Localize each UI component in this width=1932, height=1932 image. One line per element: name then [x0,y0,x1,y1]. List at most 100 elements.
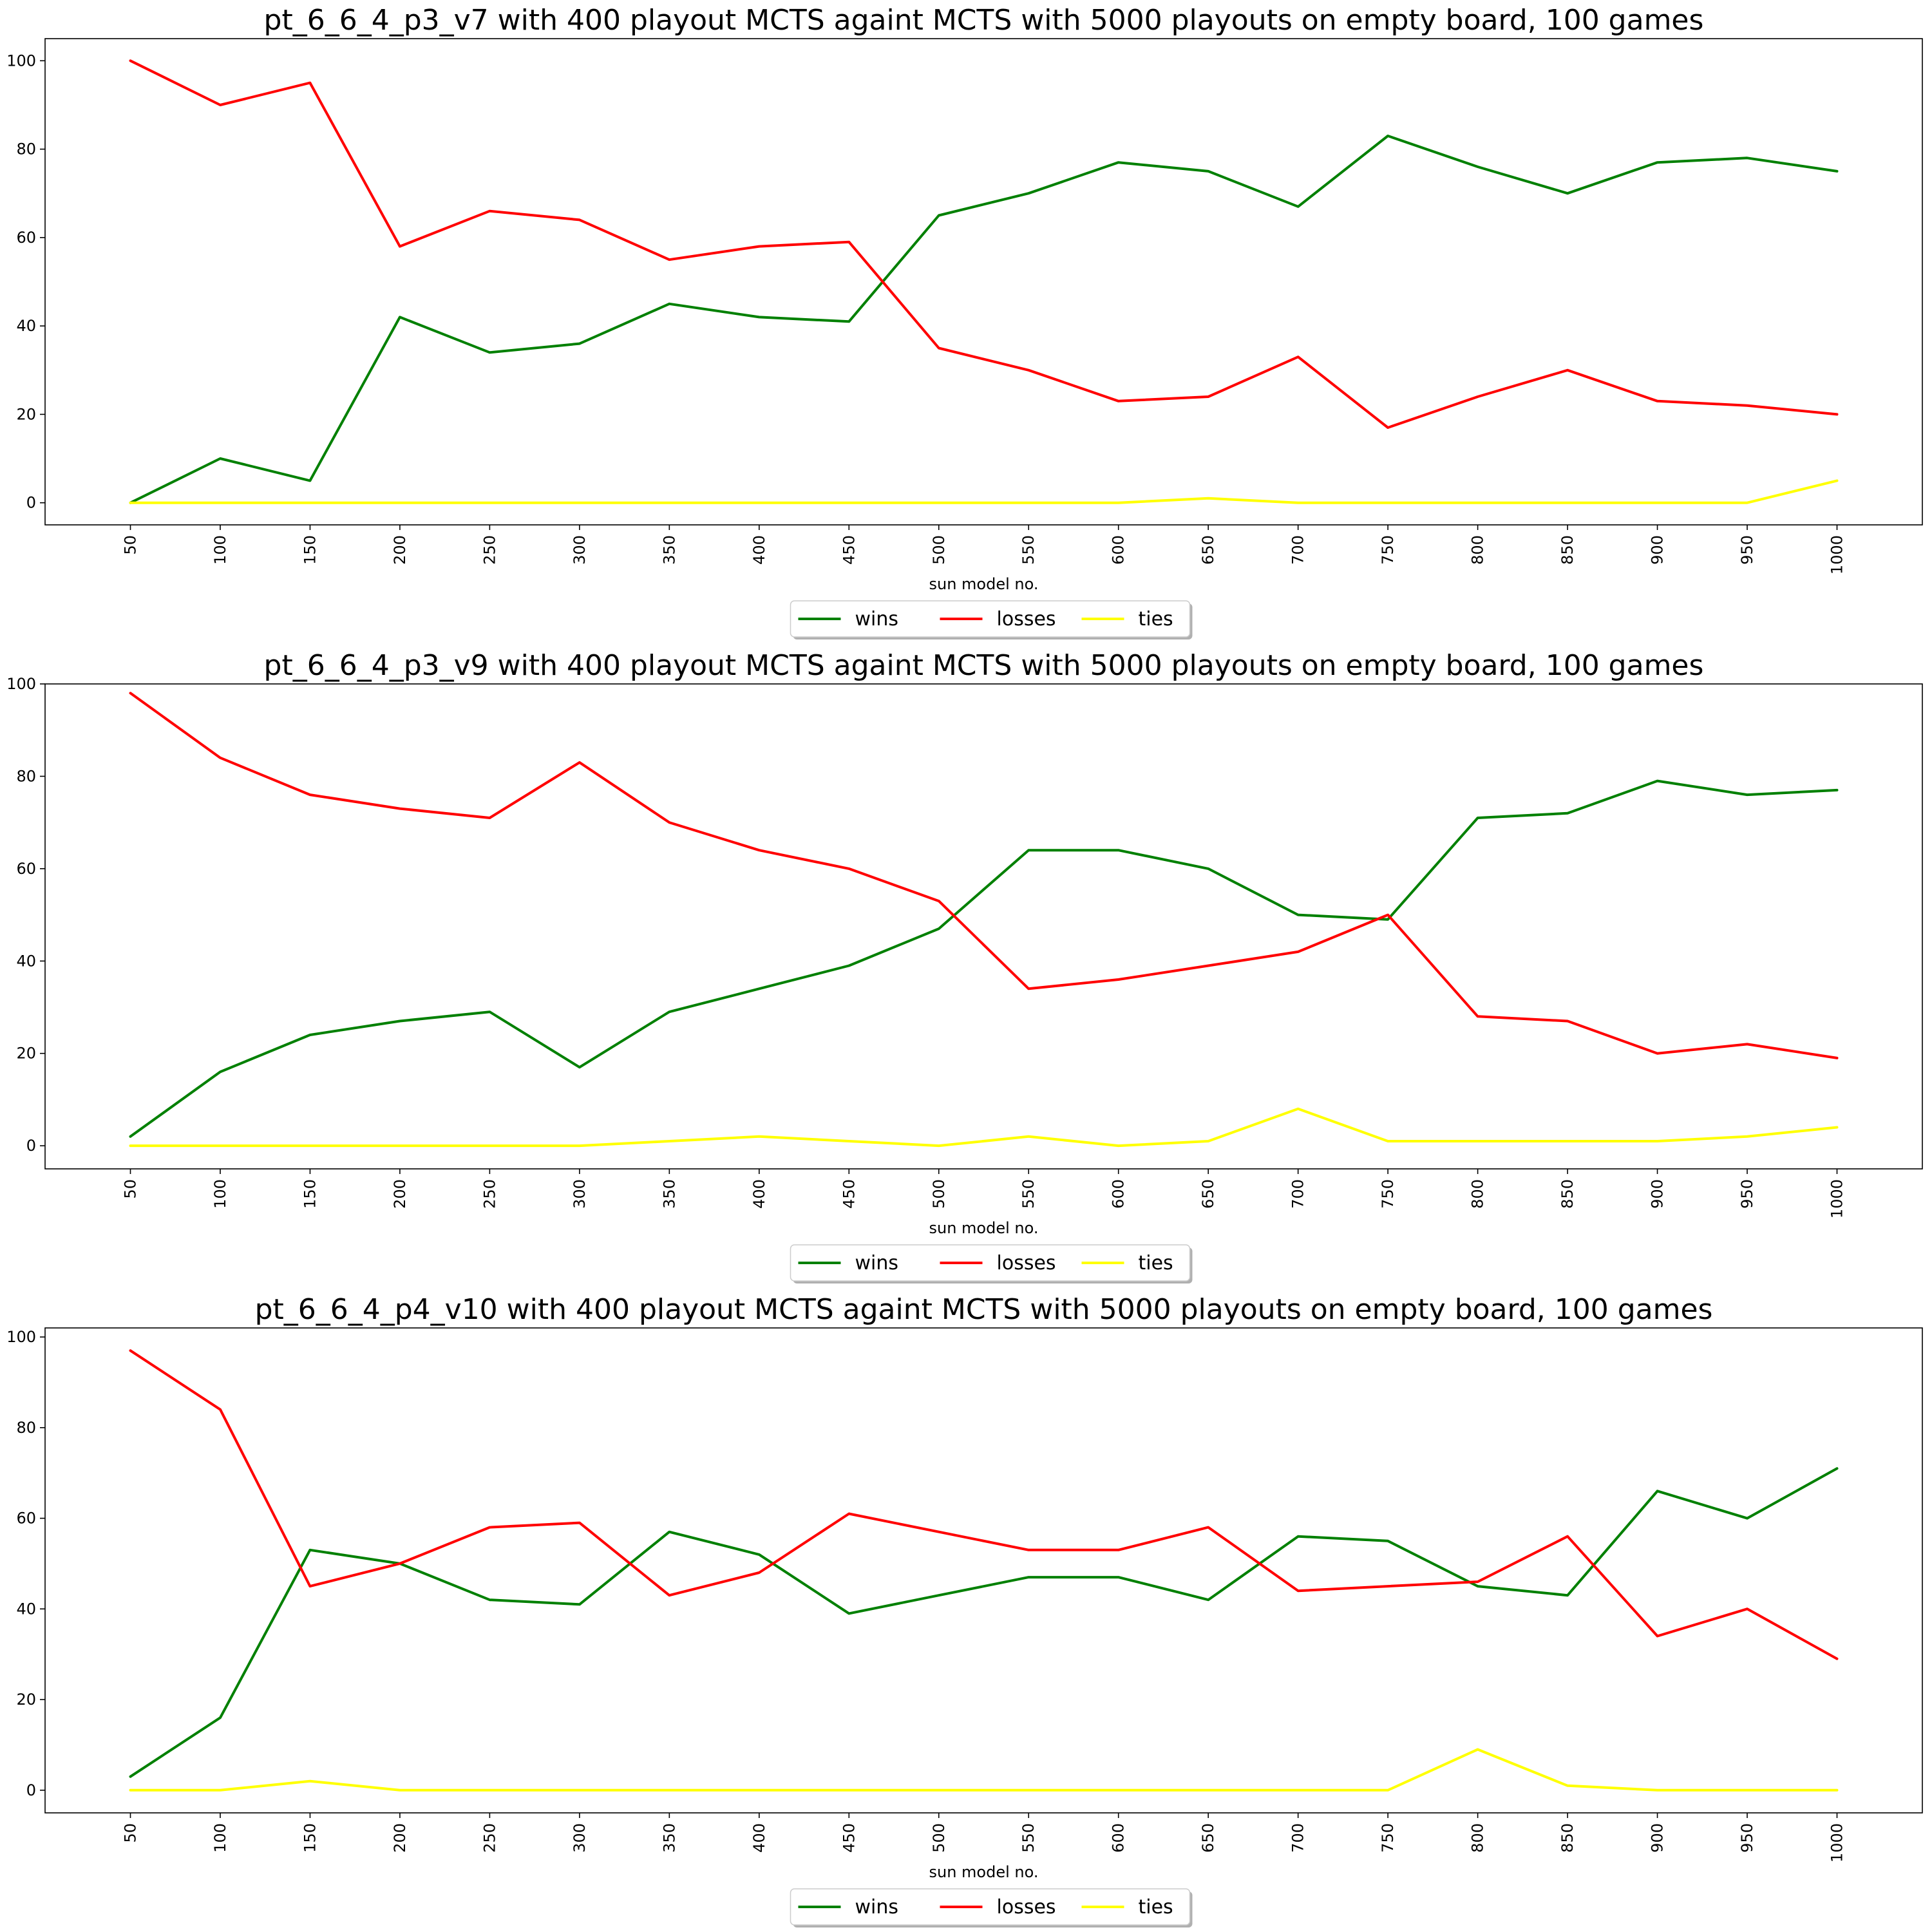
x-tick-label: 1000 [1828,535,1846,574]
legend-label-wins: wins [855,1896,899,1918]
x-tick-label: 150 [301,1179,319,1209]
series-line-wins [129,1467,1839,1778]
x-tick-label: 900 [1649,1823,1667,1853]
chart-title: pt_6_6_4_p3_v7 with 400 playout MCTS aga… [264,4,1704,37]
chart-2: pt_6_6_4_p3_v9 with 400 playout MCTS aga… [6,649,1923,1283]
x-tick-label: 1000 [1828,1823,1846,1862]
x-tick-label: 100 [211,1823,229,1853]
axes-frame [44,38,1923,526]
x-tick-label: 250 [480,535,498,565]
x-tick-label: 250 [480,1179,498,1209]
x-tick-label: 400 [750,535,768,565]
y-tick-label: 100 [6,675,36,693]
y-tick-label: 60 [16,1510,36,1528]
x-tick-label: 450 [840,535,858,565]
x-tick-label: 700 [1289,1179,1307,1209]
legend: wins losses ties [790,1244,1193,1283]
x-tick-label: 600 [1110,1823,1128,1853]
chart-title: pt_6_6_4_p4_v10 with 400 playout MCTS ag… [255,1293,1713,1326]
x-tick-label: 650 [1199,1823,1217,1853]
legend-label-wins: wins [855,1252,899,1274]
x-tick-label: 950 [1738,535,1756,565]
x-axis-label: sun model no. [929,575,1038,593]
x-tick-label: 500 [930,535,948,565]
x-tick-label: 1000 [1828,1179,1846,1218]
legend-label-wins: wins [855,608,899,630]
x-tick-label: 450 [840,1823,858,1853]
x-tick-label: 600 [1110,1179,1128,1209]
series-line-ties [129,1748,1839,1792]
y-tick-label: 20 [16,405,36,423]
x-tick-label: 350 [660,535,678,565]
x-tick-label: 400 [750,1179,768,1209]
axes-frame [44,1327,1923,1814]
y-tick-label: 20 [16,1045,36,1063]
x-tick-label: 250 [480,1823,498,1853]
y-tick-label: 40 [16,952,36,970]
series-line-wins [129,135,1839,504]
x-tick-label: 950 [1738,1823,1756,1853]
legend-label-ties: ties [1139,608,1173,630]
y-tick-label: 40 [16,1600,36,1618]
y-tick-label: 80 [16,1419,36,1437]
legend-label-losses: losses [997,1252,1056,1274]
legend-label-losses: losses [997,1896,1056,1918]
series-line-losses [129,59,1839,429]
x-tick-label: 50 [122,1179,140,1199]
x-tick-label: 350 [660,1823,678,1853]
x-axis-label: sun model no. [929,1863,1038,1881]
chart-title: pt_6_6_4_p3_v9 with 400 playout MCTS aga… [264,649,1704,682]
x-tick-label: 800 [1469,1823,1487,1853]
legend-box [790,1244,1191,1282]
x-tick-label: 200 [391,1823,409,1853]
y-tick-label: 80 [16,767,36,785]
series-line-ties [129,1107,1839,1148]
y-tick-label: 60 [16,860,36,878]
x-tick-label: 600 [1110,535,1128,565]
legend-box [790,600,1191,638]
chart-3: pt_6_6_4_p4_v10 with 400 playout MCTS ag… [6,1293,1923,1927]
legend-box [790,1888,1191,1926]
x-tick-label: 100 [211,535,229,565]
x-tick-label: 300 [571,1179,589,1209]
x-tick-label: 800 [1469,535,1487,565]
x-tick-label: 550 [1019,1179,1037,1209]
y-tick-label: 80 [16,140,36,158]
x-tick-label: 900 [1649,1179,1667,1209]
x-tick-label: 150 [301,535,319,565]
x-tick-label: 550 [1019,1823,1037,1853]
x-tick-label: 750 [1379,1179,1397,1209]
x-tick-label: 150 [301,1823,319,1853]
x-tick-label: 750 [1379,535,1397,565]
y-tick-label: 100 [6,1328,36,1346]
series-line-losses [129,692,1839,1059]
legend-label-ties: ties [1139,1252,1173,1274]
x-tick-label: 450 [840,1179,858,1209]
y-tick-label: 100 [6,52,36,70]
y-tick-label: 0 [26,494,36,512]
x-tick-label: 100 [211,1179,229,1209]
x-tick-label: 900 [1649,535,1667,565]
x-tick-label: 200 [391,535,409,565]
x-tick-label: 850 [1558,1823,1577,1853]
x-tick-label: 500 [930,1823,948,1853]
y-tick-label: 0 [26,1781,36,1799]
x-tick-label: 200 [391,1179,409,1209]
x-tick-label: 850 [1558,535,1577,565]
x-tick-label: 550 [1019,535,1037,565]
series-line-wins [129,779,1839,1138]
x-tick-label: 300 [571,535,589,565]
x-tick-label: 50 [122,535,140,555]
legend: wins losses ties [790,600,1193,639]
x-tick-label: 700 [1289,535,1307,565]
y-tick-label: 60 [16,229,36,247]
legend-label-losses: losses [997,608,1056,630]
x-tick-label: 350 [660,1179,678,1209]
x-tick-label: 700 [1289,1823,1307,1853]
y-tick-label: 20 [16,1690,36,1709]
y-tick-label: 40 [16,317,36,335]
series-line-losses [129,1349,1839,1660]
y-tick-label: 0 [26,1137,36,1155]
x-tick-label: 500 [930,1179,948,1209]
